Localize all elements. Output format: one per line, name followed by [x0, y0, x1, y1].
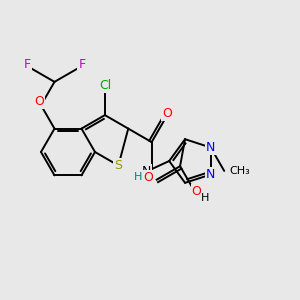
Text: O: O — [144, 171, 154, 184]
Text: N: N — [142, 165, 151, 178]
Text: H: H — [134, 172, 142, 182]
Text: N: N — [206, 141, 215, 154]
Text: O: O — [192, 185, 202, 198]
Text: F: F — [78, 58, 85, 71]
Text: Cl: Cl — [99, 79, 111, 92]
Text: N: N — [206, 168, 215, 181]
Text: F: F — [24, 58, 31, 71]
Text: S: S — [114, 159, 122, 172]
Text: CH₃: CH₃ — [229, 166, 250, 176]
Text: O: O — [162, 107, 172, 120]
Text: H: H — [201, 193, 210, 202]
Text: O: O — [34, 95, 44, 108]
